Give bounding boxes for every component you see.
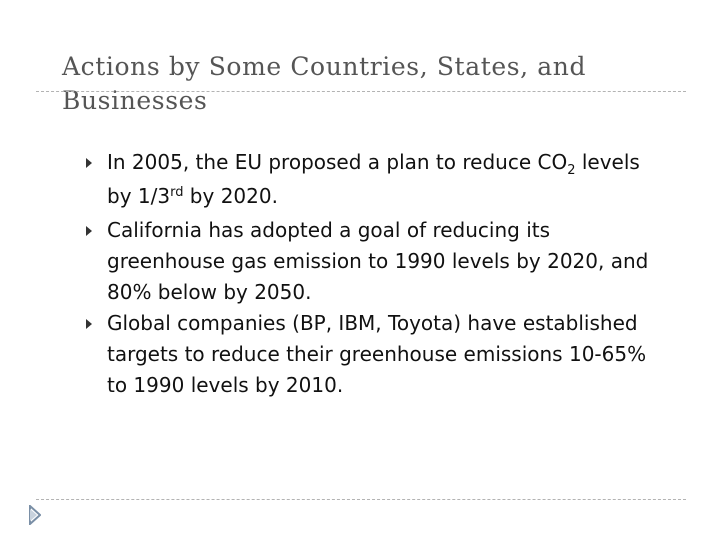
bullet-item-eu: In 2005, the EU proposed a plan to reduc… xyxy=(86,147,698,215)
bullet-list: In 2005, the EU proposed a plan to reduc… xyxy=(86,147,698,401)
bullet-line: greenhouse gas emission to 1990 levels b… xyxy=(107,249,649,273)
footer-divider xyxy=(36,499,686,500)
subscript-text: 2 xyxy=(567,163,576,178)
bullet-line: 80% below by 2050. xyxy=(107,280,312,304)
slide-title: Actions by Some Countries, States, and B… xyxy=(62,50,702,118)
bullet-line: by 1/3rd by 2020. xyxy=(107,181,698,215)
superscript-text: rd xyxy=(170,185,184,200)
bullet-text: In 2005, the EU proposed a plan to reduc… xyxy=(107,150,568,174)
bullet-arrow-icon xyxy=(86,226,92,236)
bullet-text: by 1/3 xyxy=(107,184,171,208)
slide-nav-arrow-icon[interactable] xyxy=(29,505,41,525)
bullet-line: to 1990 levels by 2010. xyxy=(107,373,344,397)
slide-title-line-1: Actions by Some Countries, States, and xyxy=(62,52,587,81)
title-divider xyxy=(36,91,686,92)
bullet-arrow-icon xyxy=(86,158,92,168)
bullet-line: In 2005, the EU proposed a plan to reduc… xyxy=(107,147,698,181)
bullet-line: Global companies (BP, IBM, Toyota) have … xyxy=(107,311,638,335)
bullet-line: targets to reduce their greenhouse emiss… xyxy=(107,342,647,366)
bullet-text: levels xyxy=(575,150,640,174)
slide-title-line-2: Businesses xyxy=(62,86,208,115)
bullet-line: California has adopted a goal of reducin… xyxy=(107,218,551,242)
bullet-item-global-companies: Global companies (BP, IBM, Toyota) have … xyxy=(86,308,698,401)
bullet-arrow-icon xyxy=(86,319,92,329)
bullet-item-california: California has adopted a goal of reducin… xyxy=(86,215,698,308)
bullet-text: by 2020. xyxy=(183,184,278,208)
